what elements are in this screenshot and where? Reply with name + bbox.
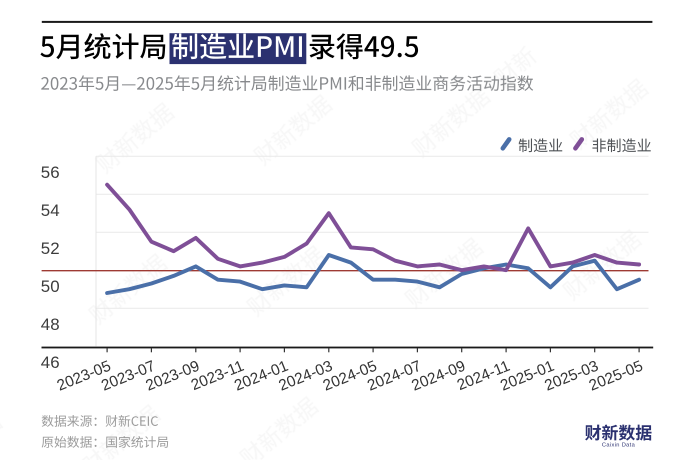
svg-text:54: 54 <box>41 201 60 220</box>
svg-text:56: 56 <box>41 163 60 182</box>
svg-text:48: 48 <box>41 315 60 334</box>
svg-text:Caixin Data: Caixin Data <box>602 443 636 449</box>
svg-text:46: 46 <box>41 353 60 372</box>
svg-text:50: 50 <box>41 277 60 296</box>
svg-text:52: 52 <box>41 239 60 258</box>
